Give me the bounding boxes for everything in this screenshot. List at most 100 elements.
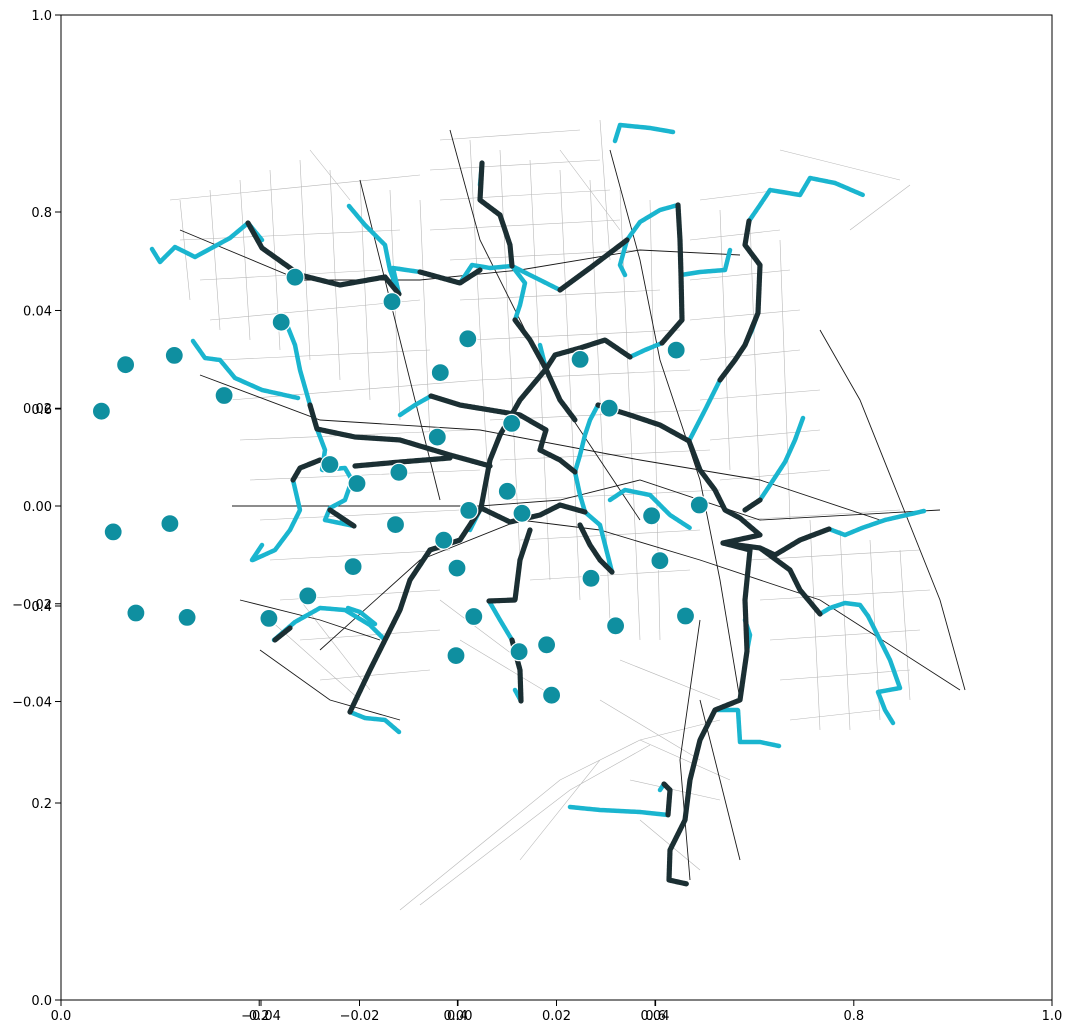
trunk-route-line <box>742 497 763 513</box>
route-stops-layer <box>0 267 709 705</box>
route-stop-marker <box>581 568 601 588</box>
branch-route-line <box>347 709 402 735</box>
route-stop-marker <box>285 267 305 287</box>
branch-route-line <box>567 804 671 818</box>
inner-y-tick-label: 0.02 <box>23 402 52 417</box>
branch-route-line <box>686 377 723 444</box>
route-stop-marker <box>343 556 363 577</box>
branch-route-line <box>607 487 693 531</box>
inner-x-tick-label: −0.02 <box>340 1009 380 1024</box>
branch-route-line <box>624 202 681 243</box>
branch-route-line <box>457 262 515 286</box>
branch-route-line <box>678 247 733 278</box>
inner-x-tick-label: 0.02 <box>542 1009 571 1024</box>
route-stop-marker <box>271 312 291 332</box>
route-stop-marker <box>512 503 532 523</box>
route-stop-marker <box>536 635 557 655</box>
outer-x-tick-label: 0.4 <box>447 1009 468 1024</box>
branch-route-line <box>509 263 563 293</box>
route-stop-marker <box>605 616 626 636</box>
route-stop-marker <box>103 522 123 542</box>
route-stop-marker <box>427 427 447 447</box>
route-stop-marker <box>385 514 406 535</box>
trunk-route-line <box>478 337 633 511</box>
route-stop-marker <box>459 500 479 520</box>
branch-route-line <box>397 393 434 418</box>
route-stop-marker <box>382 292 402 312</box>
route-stop-marker <box>502 413 522 433</box>
trunk-route-line <box>686 438 763 546</box>
route-stop-marker <box>259 608 279 629</box>
trunk-route-line <box>327 507 357 529</box>
trunk-route-line <box>478 502 588 525</box>
route-stop-marker <box>599 398 619 418</box>
inner-x-tick-label: 0.04 <box>641 1009 670 1024</box>
branch-route-line <box>612 122 676 144</box>
trunk-route-line <box>347 547 433 715</box>
trunk-route-line <box>477 160 515 269</box>
branch-route-line <box>282 317 313 408</box>
outer-y-tick-label: 0.0 <box>31 994 52 1009</box>
outer-x-tick-label: 0.2 <box>249 1009 270 1024</box>
route-stop-marker <box>675 606 696 626</box>
route-stop-marker <box>434 530 454 550</box>
trunk-route-line <box>290 457 323 483</box>
trunk-route-line <box>659 202 685 346</box>
trunk-route-line <box>382 274 402 297</box>
trunk-route-line <box>720 540 823 617</box>
branch-route-line <box>826 508 927 538</box>
inner-x-tick-label: 0.00 <box>444 1009 473 1024</box>
branch-route-line <box>617 237 630 278</box>
branch-route-line <box>190 338 301 401</box>
branch-route-line <box>250 477 303 563</box>
route-stop-marker <box>464 606 484 627</box>
route-stop-marker <box>115 355 136 375</box>
outer-y-tick-label: 0.2 <box>31 797 52 812</box>
route-stop-marker <box>0 368 7 386</box>
route-stop-marker <box>320 454 340 475</box>
inner-y-tick-label: −0.04 <box>12 696 52 711</box>
route-stop-marker <box>509 642 529 662</box>
trunk-route-line <box>666 648 750 887</box>
outer-x-tick-label: 1.0 <box>1042 1009 1063 1024</box>
inner-x-tick-label: −0.04 <box>241 1009 281 1024</box>
route-stop-marker <box>446 645 466 666</box>
trunk-route-line <box>577 522 615 575</box>
outer-y-tick-label: 0.8 <box>31 206 52 221</box>
trunk-route-line <box>272 625 293 643</box>
branch-route-line <box>249 542 265 563</box>
route-stop-marker <box>689 495 709 515</box>
branch-route-line <box>757 415 806 503</box>
route-stop-marker <box>160 513 180 534</box>
route-stop-marker <box>641 506 662 526</box>
route-stop-marker <box>298 586 318 606</box>
route-stop-marker <box>447 558 467 578</box>
branch-route-line <box>817 600 871 619</box>
branch-routes-layer <box>149 122 927 818</box>
route-stop-marker <box>541 685 562 705</box>
route-stop-marker <box>389 462 409 482</box>
route-stop-marker <box>430 363 450 383</box>
trunk-route-line <box>486 527 533 604</box>
branch-route-line <box>627 340 665 360</box>
outer-y-tick-label: 0.4 <box>31 600 52 615</box>
axes-layer: 0.0 0.2 0.4 0.6 0.8 1.0 0.0 0.2 0.4 0.6 0.8 1.0 −0.0… <box>12 9 1062 1024</box>
route-stop-marker <box>164 345 184 365</box>
trunk-route-line <box>720 540 753 654</box>
branch-route-line <box>712 707 782 749</box>
trunk-route-line <box>557 237 630 293</box>
trunk-route-line <box>307 402 493 469</box>
trunk-route-line <box>428 393 549 433</box>
outer-x-tick-label: 0.6 <box>645 1009 666 1024</box>
branch-route-line <box>271 605 388 643</box>
trunk-route-line <box>537 427 578 475</box>
route-stop-marker <box>214 385 234 406</box>
branch-route-line <box>486 598 515 643</box>
branch-route-line <box>509 263 528 323</box>
branch-route-line <box>345 605 378 627</box>
trunk-route-line <box>717 218 763 383</box>
branch-route-line <box>390 265 423 297</box>
inner-y-tick-label: −0.02 <box>12 598 52 613</box>
route-stop-marker <box>650 551 670 571</box>
